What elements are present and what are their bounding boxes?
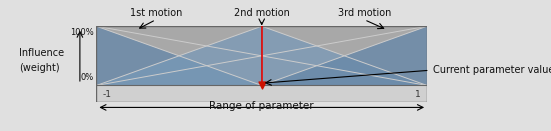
- Text: 100%: 100%: [70, 28, 94, 37]
- Text: (weight): (weight): [19, 63, 60, 73]
- Polygon shape: [96, 26, 262, 85]
- Point: [257, 84, 266, 86]
- Polygon shape: [262, 26, 427, 85]
- Text: -1: -1: [103, 90, 112, 99]
- Text: Influence: Influence: [19, 48, 64, 58]
- Text: Current parameter value: Current parameter value: [433, 65, 551, 75]
- Bar: [96, 85, 427, 102]
- Text: Range of parameter: Range of parameter: [209, 101, 314, 111]
- Text: 2nd motion: 2nd motion: [234, 8, 290, 18]
- Bar: [96, 26, 427, 85]
- Text: 3rd motion: 3rd motion: [338, 8, 391, 18]
- Polygon shape: [96, 26, 262, 85]
- Text: 1st motion: 1st motion: [129, 8, 182, 18]
- Text: 1: 1: [415, 90, 420, 99]
- Text: 0%: 0%: [80, 73, 94, 82]
- Polygon shape: [262, 26, 427, 85]
